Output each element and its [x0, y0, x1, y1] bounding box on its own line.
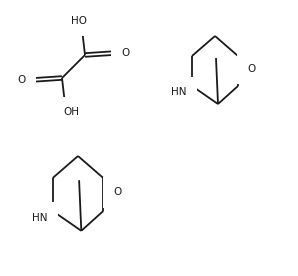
Text: O: O — [113, 187, 122, 197]
Text: O: O — [121, 48, 129, 58]
Text: HN: HN — [32, 213, 47, 223]
Text: O: O — [247, 64, 255, 74]
Text: O: O — [18, 75, 26, 85]
Text: HN: HN — [172, 87, 187, 97]
Text: HO: HO — [71, 16, 87, 26]
Text: OH: OH — [63, 107, 79, 117]
